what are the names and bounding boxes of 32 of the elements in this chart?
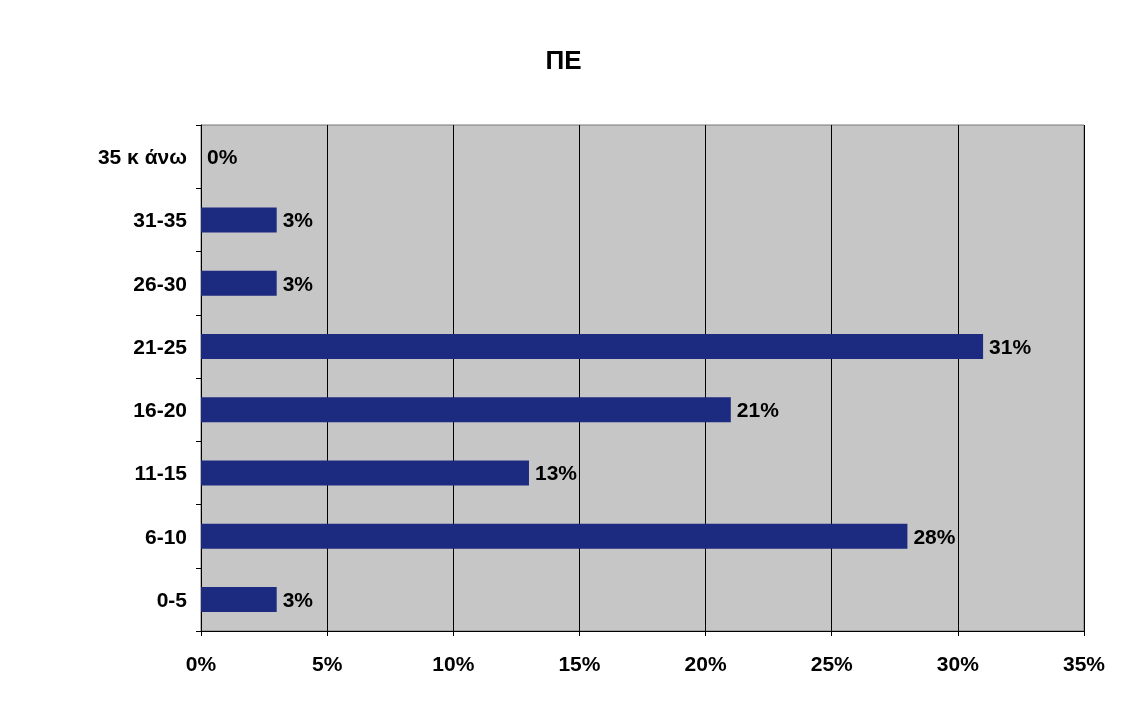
bar [201, 586, 277, 612]
y-tick-label: 6-10 [144, 524, 187, 548]
x-tick-label: 25% [810, 652, 854, 675]
x-tick-label: 35% [1062, 652, 1106, 675]
data-label: 0% [207, 145, 238, 169]
bar [201, 207, 277, 233]
bar [201, 397, 731, 423]
data-label: 3% [282, 587, 314, 611]
x-tick-label: 30% [936, 652, 980, 675]
y-tick-label: 26-30 [133, 271, 187, 295]
bar [201, 270, 277, 296]
bar [201, 523, 908, 549]
y-tick-label: 21-25 [133, 334, 188, 358]
data-label: 3% [282, 208, 314, 232]
data-label: 31% [989, 334, 1032, 358]
data-label: 13% [534, 461, 578, 485]
y-tick-label: 11-15 [134, 461, 188, 485]
x-tick-label: 20% [684, 652, 727, 675]
data-label: 21% [736, 398, 780, 422]
y-tick-label: 16-20 [133, 398, 187, 422]
bar [201, 460, 529, 486]
data-label: 28% [913, 524, 956, 548]
y-tick-label: 35 κ άνω [97, 145, 187, 169]
y-tick-label: 31-35 [133, 208, 188, 232]
y-tick-label: 0-5 [156, 587, 188, 611]
data-label: 3% [282, 271, 314, 295]
chart-title: ΠΕ [545, 45, 582, 75]
x-tick-label: 10% [432, 652, 475, 675]
bar [201, 333, 984, 359]
x-tick-label: 15% [558, 652, 601, 675]
x-tick-label: 0% [185, 652, 217, 675]
x-tick-label: 5% [311, 652, 343, 675]
